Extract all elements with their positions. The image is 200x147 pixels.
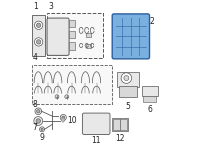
- Circle shape: [65, 95, 69, 99]
- Text: 7: 7: [32, 123, 37, 132]
- Circle shape: [34, 21, 43, 29]
- Bar: [69, 42, 75, 50]
- Bar: [69, 31, 75, 39]
- Bar: [117, 72, 139, 87]
- FancyBboxPatch shape: [82, 113, 110, 135]
- Bar: [69, 20, 75, 27]
- Text: 8: 8: [32, 100, 37, 110]
- Bar: [86, 44, 91, 48]
- Text: 3: 3: [48, 2, 53, 11]
- Circle shape: [124, 76, 129, 81]
- Bar: [112, 117, 128, 131]
- Circle shape: [36, 40, 41, 44]
- Text: 11: 11: [91, 136, 101, 145]
- Circle shape: [36, 119, 40, 123]
- Text: 12: 12: [115, 135, 125, 143]
- Circle shape: [35, 108, 42, 115]
- Circle shape: [36, 23, 41, 27]
- Bar: [62, 117, 64, 122]
- Text: 9: 9: [40, 133, 44, 142]
- Bar: [143, 96, 156, 102]
- Bar: [119, 86, 137, 97]
- FancyBboxPatch shape: [47, 18, 69, 55]
- Bar: [142, 86, 158, 96]
- FancyBboxPatch shape: [112, 14, 150, 59]
- Text: 2: 2: [150, 17, 155, 26]
- Bar: [32, 65, 112, 104]
- Bar: [120, 119, 127, 130]
- Circle shape: [41, 128, 43, 130]
- Circle shape: [37, 110, 40, 113]
- Circle shape: [55, 95, 59, 99]
- Circle shape: [34, 38, 43, 46]
- Text: 1: 1: [33, 2, 37, 11]
- Circle shape: [62, 116, 65, 119]
- Bar: [113, 119, 120, 130]
- Circle shape: [34, 117, 43, 125]
- Circle shape: [121, 73, 132, 83]
- Text: 10: 10: [67, 116, 76, 126]
- Bar: [86, 33, 91, 37]
- Text: 4: 4: [33, 53, 38, 62]
- Bar: [32, 15, 45, 56]
- Bar: [47, 14, 103, 58]
- Circle shape: [60, 115, 66, 121]
- Text: 5: 5: [126, 102, 131, 111]
- Text: 6: 6: [147, 105, 152, 114]
- Circle shape: [40, 127, 45, 132]
